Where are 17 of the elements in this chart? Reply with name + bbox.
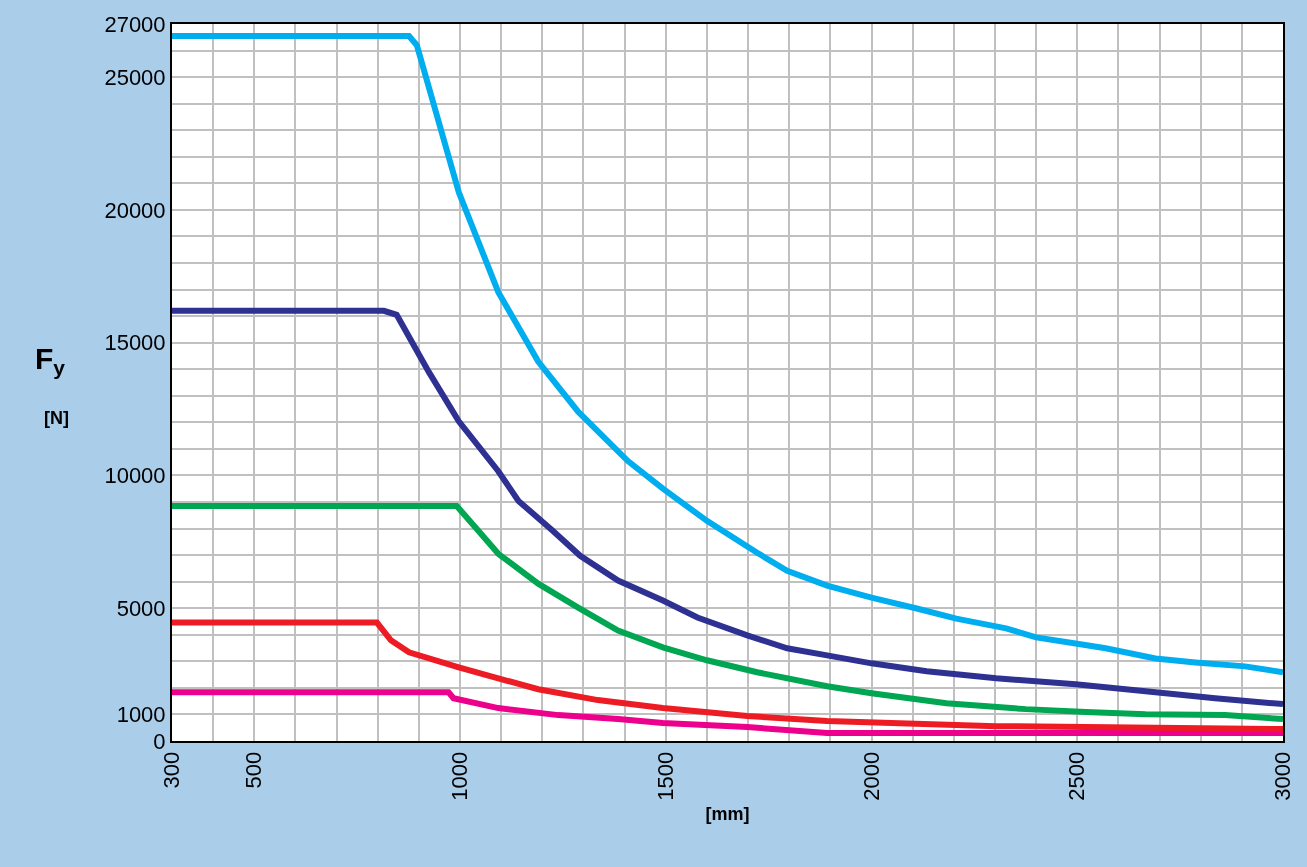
x-tick-label: 1000 (447, 751, 473, 801)
y-tick-label: 27000 (104, 11, 166, 37)
y-tick-label: 10000 (104, 463, 166, 489)
x-tick-label: 500 (241, 751, 267, 789)
x-axis-title: [mm] (705, 804, 750, 825)
text: F$_{y}$ [N] (35, 342, 69, 428)
y-tick-label: 1000 (116, 702, 166, 728)
x-tick-label: 300 (159, 751, 185, 789)
x-tick-label: 3000 (1270, 751, 1296, 801)
x-tick-label: 1500 (652, 751, 678, 801)
y-tick-label: 5000 (116, 595, 166, 621)
x-tick-label: 2000 (858, 751, 884, 801)
y-tick-label: 0 (153, 728, 166, 754)
y-tick-label: 20000 (104, 197, 166, 223)
x-tick-label: 2500 (1064, 751, 1090, 801)
y-tick-label: 25000 (104, 64, 166, 90)
y-tick-label: 15000 (104, 330, 166, 356)
